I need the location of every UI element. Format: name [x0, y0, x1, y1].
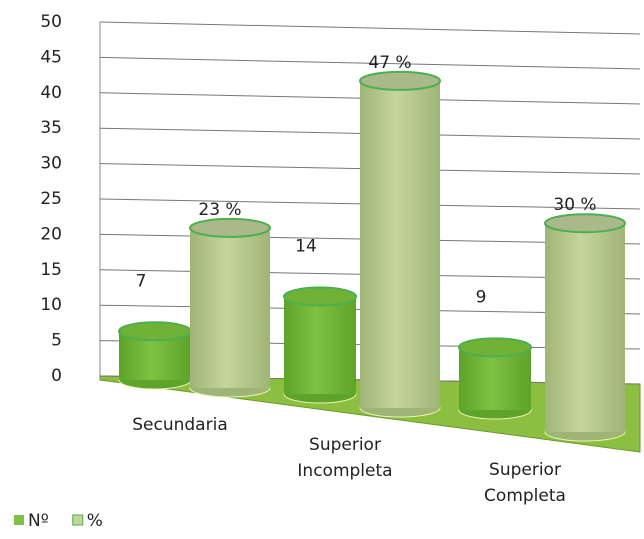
bar-top — [359, 70, 441, 91]
legend-label: % — [87, 511, 103, 531]
y-tick-label: 30 — [40, 154, 62, 174]
y-tick-label: 15 — [40, 260, 62, 280]
y-tick-label: 25 — [40, 189, 62, 209]
bar — [459, 347, 531, 410]
y-tick-label: 40 — [40, 83, 62, 103]
value-label: 9 — [476, 287, 487, 307]
y-tick-label: 20 — [40, 224, 62, 244]
bar-top — [458, 337, 532, 358]
value-label: 30 % — [553, 195, 596, 215]
value-label: 14 — [295, 237, 317, 257]
value-label: 7 — [136, 271, 147, 291]
legend-swatch — [14, 515, 24, 525]
y-tick-label: 35 — [40, 118, 62, 138]
y-tick-label: 5 — [51, 331, 62, 351]
bar-top — [283, 286, 357, 307]
bar-top — [544, 213, 626, 234]
bar-top — [189, 217, 271, 238]
bar — [360, 80, 440, 408]
y-tick-label: 10 — [40, 295, 62, 315]
grid-line — [99, 21, 641, 35]
grid-line — [99, 56, 641, 70]
bar — [545, 223, 625, 432]
y-tick-label: 45 — [40, 47, 62, 67]
x-tick-label: Secundaria — [132, 415, 228, 435]
bar — [190, 227, 270, 388]
legend-label: Nº — [28, 511, 49, 531]
legend-swatch — [72, 514, 84, 526]
x-tick-label: Superior Incompleta — [297, 435, 393, 481]
value-label: 23 % — [198, 200, 241, 220]
y-tick-label: 0 — [51, 366, 62, 386]
x-tick-label: Superior Completa — [484, 460, 566, 506]
bar — [284, 296, 356, 394]
bar-top — [118, 321, 192, 342]
y-tick-label: 50 — [40, 12, 62, 32]
value-label: 47 % — [368, 53, 411, 73]
